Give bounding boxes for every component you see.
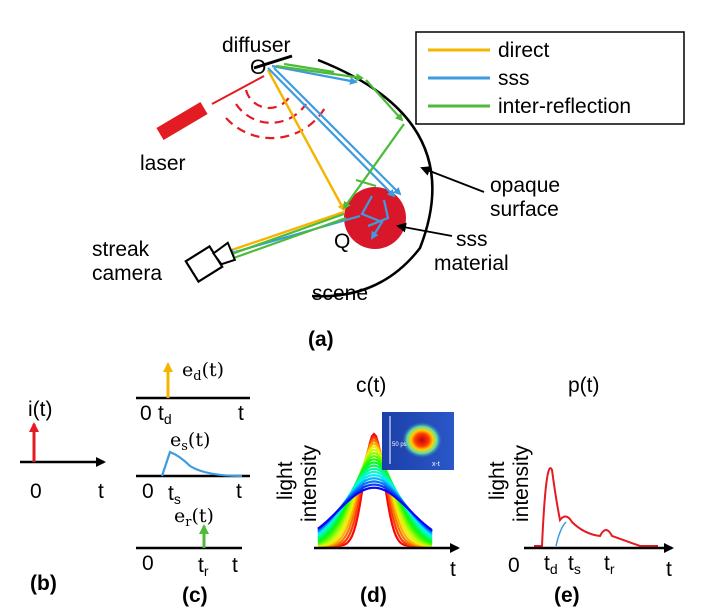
- ts-label: ts: [168, 482, 181, 507]
- rainbow-curve: [317, 464, 433, 542]
- panel-b-t: t: [98, 480, 104, 503]
- ed-label: ed(t): [182, 359, 224, 384]
- diffuser-line: [253, 54, 293, 70]
- streak-inset: 50 ps x-t: [382, 412, 454, 470]
- rainbow-curve: [317, 458, 433, 545]
- panel-d-title: c(t): [356, 374, 386, 397]
- opaque-label: opaque: [490, 174, 560, 197]
- inset-axes-text: x-t: [432, 461, 440, 468]
- ed-t: t: [238, 402, 244, 425]
- laser-beam: [211, 75, 265, 105]
- rainbow-curve: [317, 461, 433, 543]
- panel-e-ylabel-2: intensity: [510, 444, 533, 522]
- rainbow-curve: [318, 438, 432, 548]
- opaque-pointer-arrow: [420, 166, 485, 193]
- er-t: t: [232, 554, 238, 577]
- p-curve: [534, 467, 658, 547]
- sss-material-blob: [344, 187, 406, 249]
- inset-scale-text: 50 ps: [392, 442, 407, 448]
- panel-e-td: td: [544, 552, 558, 577]
- panel-d: c(t) light intensity t 50 ps x-t (d): [274, 374, 460, 607]
- panel-e-zero: 0: [508, 554, 520, 577]
- panel-e-ylabel-1: light: [486, 461, 509, 500]
- camera-label-2: camera: [92, 262, 162, 285]
- ed-zero: 0: [140, 402, 152, 425]
- panel-e-ts: ts: [568, 552, 581, 577]
- point-q-label: Q: [334, 230, 350, 253]
- rainbow-curve: [317, 448, 433, 547]
- panel-b-func-label: i(t): [28, 398, 53, 421]
- diffuser-label: diffuser: [222, 34, 291, 57]
- panel-e-title: p(t): [568, 374, 600, 397]
- inter-reflection-paths: [224, 62, 405, 262]
- td-label: td: [158, 402, 172, 427]
- panel-d-ylabel-1: light: [274, 461, 297, 500]
- tr-label: tr: [198, 554, 209, 579]
- legend-label-inter-reflection: inter-reflection: [498, 95, 631, 118]
- rainbow-curve: [317, 445, 432, 547]
- caption-b: (b): [30, 572, 57, 595]
- sss-paths: [226, 64, 402, 257]
- er-zero: 0: [142, 552, 154, 575]
- rainbow-curve: [318, 442, 433, 548]
- rainbow-curve: [317, 486, 433, 531]
- legend-label-direct: direct: [498, 39, 550, 62]
- streak-camera-icon: [184, 241, 237, 284]
- rainbow-curve: [317, 451, 433, 547]
- es-curve: [160, 450, 243, 478]
- es-t: t: [236, 480, 242, 503]
- laser-label: laser: [140, 152, 186, 175]
- laser-body: [156, 101, 208, 141]
- rainbow-curve: [317, 454, 433, 546]
- sss-material-label-1: sss: [456, 228, 488, 251]
- panel-e: p(t) light intensity 0 td ts tr t (e): [486, 374, 674, 607]
- es-label: es(t): [170, 429, 210, 454]
- opaque-surface-arc: [311, 58, 434, 298]
- scene-panel: direct sss inter-reflection: [92, 31, 685, 351]
- panel-e-tr: tr: [604, 552, 615, 577]
- point-o-label: O: [250, 56, 266, 79]
- panel-d-ylabel-2: intensity: [298, 444, 321, 522]
- caption-d: (d): [360, 584, 387, 607]
- surface-label: surface: [490, 198, 559, 221]
- panel-c: ed(t) 0 td t es(t) 0 ts t er(t) 0 tr t (…: [136, 359, 250, 607]
- sss-material-label-2: material: [434, 252, 509, 275]
- p-sss-part: [555, 521, 567, 547]
- er-label: er(t): [174, 505, 214, 530]
- panel-b: i(t) 0 t (b): [20, 398, 106, 595]
- es-zero: 0: [142, 480, 154, 503]
- camera-label-1: streak: [92, 238, 150, 261]
- caption-c: (c): [182, 584, 208, 607]
- legend-label-sss: sss: [498, 67, 530, 90]
- scene-label: scene: [312, 282, 368, 305]
- caption-e: (e): [554, 584, 580, 607]
- wavefronts: [225, 89, 327, 140]
- panel-b-zero: 0: [30, 480, 42, 503]
- panel-d-t: t: [450, 558, 456, 581]
- sss-pointer-arrow: [396, 222, 453, 237]
- panel-e-t: t: [666, 558, 672, 581]
- caption-a: (a): [308, 328, 334, 351]
- rainbow-curves: [317, 432, 433, 548]
- direct-paths: [224, 69, 346, 254]
